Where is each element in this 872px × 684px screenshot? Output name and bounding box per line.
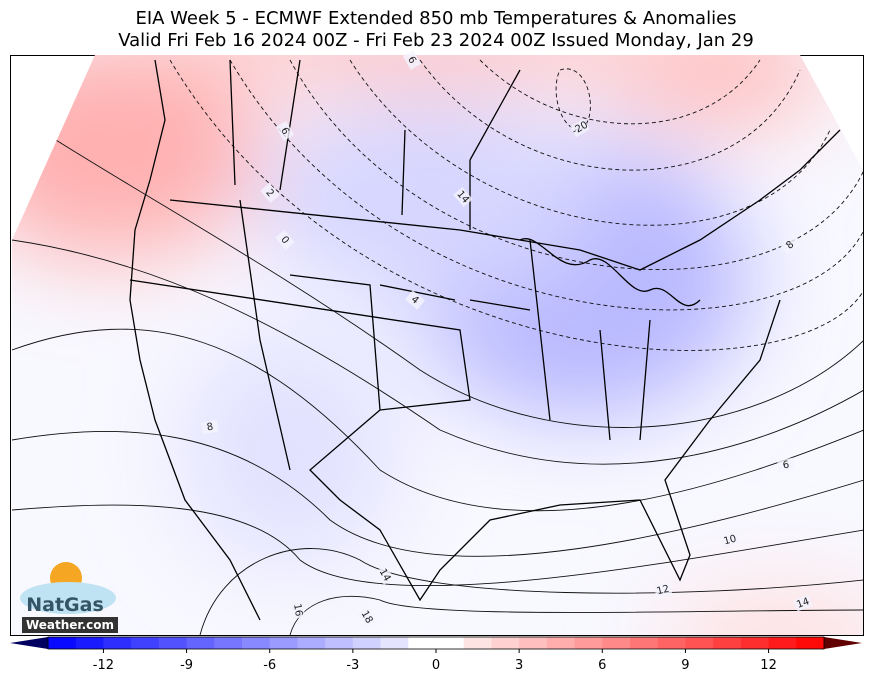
colorbar-tick-label: 9 <box>681 658 689 673</box>
contour-label: 6 <box>278 126 291 137</box>
contour-label: 16 <box>291 603 304 617</box>
colorbar-segment <box>242 637 271 649</box>
colorbar-segment <box>657 637 686 649</box>
title-line2: Valid Fri Feb 16 2024 00Z - Fri Feb 23 2… <box>118 30 754 51</box>
label-bg <box>453 187 473 207</box>
label-bg <box>260 183 280 203</box>
contour-label: 4 <box>409 294 421 307</box>
label-bg <box>201 419 219 435</box>
logo: NatGas Weather.com <box>20 562 118 633</box>
colorbar-tick-label: -3 <box>346 658 359 673</box>
colorbar-tick-label: -6 <box>263 658 276 673</box>
label-bg <box>777 457 795 473</box>
colorbar-segment <box>158 637 188 649</box>
colorbar-segment <box>75 637 104 649</box>
colorbar-segment <box>408 637 437 649</box>
colorbar-tick-label: 0 <box>432 658 440 673</box>
colorbar-tick-label: 3 <box>515 658 523 673</box>
contour-label: 8 <box>784 239 796 252</box>
colorbar-segment <box>574 637 603 649</box>
title-line1: EIA Week 5 - ECMWF Extended 850 mb Tempe… <box>135 8 736 29</box>
label-bg <box>570 118 590 138</box>
logo-site: Weather.com <box>26 618 114 632</box>
colorbar-segment <box>352 637 382 649</box>
colorbar-tick-label: -9 <box>180 658 193 673</box>
colorbar-segment <box>436 637 465 649</box>
colorbar-segment <box>796 637 825 649</box>
colorbar-segment <box>491 637 520 649</box>
label-bg <box>405 290 425 310</box>
label-bg <box>653 582 673 598</box>
label-bg <box>720 532 740 548</box>
label-bg <box>275 230 295 250</box>
label-bg <box>357 607 377 627</box>
contour-label: 6 <box>405 55 418 66</box>
colorbar-segment <box>740 637 770 649</box>
colorbar-segment <box>380 637 409 649</box>
colorbar-segment <box>186 637 215 649</box>
label-bg <box>780 235 800 255</box>
colorbar-min <box>10 637 48 649</box>
contour-label: 6 <box>782 460 790 472</box>
label-bg <box>375 565 395 585</box>
label-bg <box>793 594 813 612</box>
colorbar-segment <box>214 637 243 649</box>
contour-label: 2 <box>263 187 276 199</box>
colorbar-segment <box>546 637 576 649</box>
colorbar-segment <box>685 637 714 649</box>
label-bg <box>402 50 422 70</box>
colorbar-segment <box>48 637 77 649</box>
colorbar-segment <box>768 637 797 649</box>
contour-label: 10 <box>723 534 738 548</box>
colorbar-tick-label: 12 <box>760 658 777 673</box>
contour-label: 8 <box>206 422 214 434</box>
colorbar-tick-label: 6 <box>598 658 606 673</box>
colorbar-segment <box>463 637 492 649</box>
colorbar-segment <box>269 637 298 649</box>
colorbar-segment <box>519 637 548 649</box>
colorbar-segment <box>103 637 132 649</box>
colorbar-segment <box>602 637 631 649</box>
colorbar-segment <box>131 637 160 649</box>
label-bg <box>290 601 306 619</box>
contour-label: 14 <box>795 596 811 611</box>
colorbar-segment <box>713 637 742 649</box>
label-bg <box>275 121 295 141</box>
contour-label: 0 <box>278 234 291 246</box>
colorbar-tick-label: -12 <box>93 658 114 673</box>
colorbar-max <box>824 637 862 649</box>
contour-label: 12 <box>656 584 671 598</box>
colorbar-segment <box>297 637 326 649</box>
colorbar-segment <box>630 637 659 649</box>
colorbar-segment <box>325 637 354 649</box>
logo-name: NatGas <box>26 594 104 616</box>
